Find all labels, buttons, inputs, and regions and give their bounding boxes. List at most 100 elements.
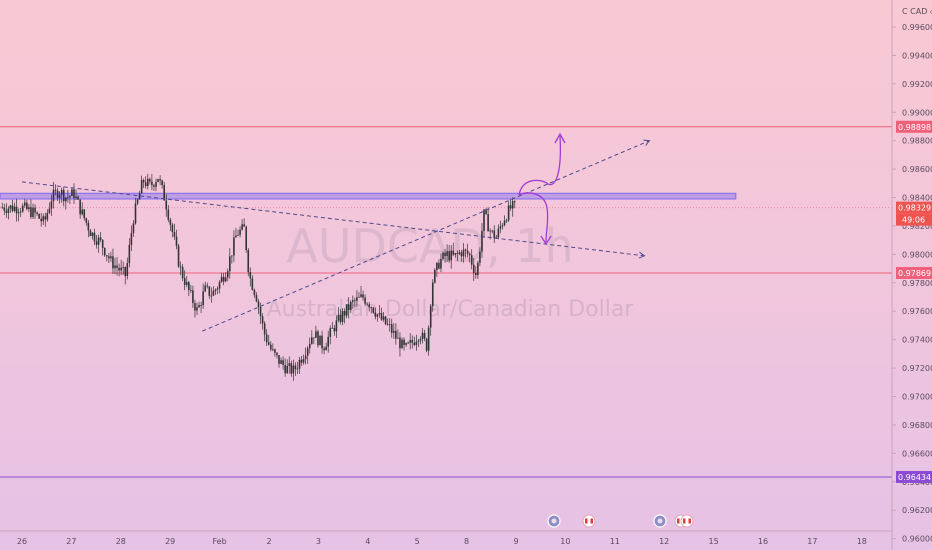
candle-body	[384, 316, 387, 325]
coin-icon[interactable]	[547, 514, 561, 528]
candle-body	[425, 338, 428, 351]
candle-body	[122, 267, 124, 268]
candle-body	[42, 216, 45, 222]
candle-body	[40, 218, 42, 222]
candle-body	[163, 185, 165, 201]
candle-body	[306, 348, 309, 356]
tag-countdown-label: 49:06	[902, 216, 925, 225]
candle-body	[85, 218, 88, 223]
candle-body	[210, 295, 213, 297]
candle-body	[317, 331, 319, 346]
candle-body	[300, 359, 303, 363]
x-tick-label: Feb	[213, 537, 227, 546]
y-tick-label: 0.97800	[902, 279, 932, 288]
candle-body	[198, 304, 200, 308]
candle-body	[247, 250, 250, 272]
candle-body	[360, 294, 362, 297]
candle-body	[38, 213, 40, 219]
trendline-1[interactable]	[202, 140, 650, 332]
candle-body	[108, 256, 110, 259]
candle-body	[403, 339, 405, 345]
candle-body	[157, 179, 159, 182]
candle-body	[483, 209, 485, 231]
candle-body	[132, 223, 135, 234]
x-tick-label: 3	[316, 537, 321, 546]
candle-body	[327, 336, 330, 347]
candle-body	[374, 312, 377, 317]
candle-body	[91, 232, 94, 237]
candle-body	[259, 307, 262, 317]
candle-body	[329, 328, 332, 337]
candle-body	[161, 180, 163, 186]
candle-body	[73, 189, 75, 199]
candle-body	[34, 207, 36, 213]
candle-body	[194, 303, 196, 311]
candle-body	[233, 237, 235, 256]
flag-ca-icon[interactable]	[582, 514, 596, 528]
candle-body	[276, 352, 278, 356]
x-tick-label: 15	[709, 537, 719, 546]
candle-body	[229, 256, 231, 272]
candle-body	[151, 181, 153, 186]
down-projection-arrowhead	[540, 235, 552, 246]
candle-body	[468, 253, 471, 256]
candle-body	[87, 222, 90, 231]
y-tick-label: 0.96000	[902, 535, 932, 544]
candle-body	[190, 290, 192, 291]
candle-body	[5, 210, 8, 213]
resistance-zone[interactable]	[0, 192, 737, 200]
candle-body	[1, 207, 4, 209]
candle-body	[224, 277, 227, 282]
candle-body	[15, 206, 18, 214]
candle-body	[120, 267, 122, 271]
candle-body	[218, 282, 221, 289]
candle-body	[321, 335, 323, 349]
candle-body	[52, 189, 55, 202]
flag-ca-icon[interactable]	[680, 514, 694, 528]
candle-body	[69, 195, 71, 198]
candle-body	[339, 314, 342, 322]
candle-body	[511, 201, 514, 209]
candle-body	[105, 255, 108, 257]
candle-body	[231, 255, 233, 257]
candle-body	[204, 285, 206, 292]
candle-body	[116, 265, 118, 268]
candle-body	[294, 365, 297, 370]
candle-body	[446, 251, 448, 256]
candle-body	[167, 209, 170, 220]
candle-body	[251, 278, 254, 290]
candle-body	[382, 316, 385, 320]
tag-support-label: 0.97869	[898, 269, 931, 278]
flag-center	[587, 518, 591, 524]
candle-body	[206, 285, 209, 287]
up-projection-arrowhead	[554, 132, 566, 144]
candle-body	[356, 297, 358, 301]
candle-body	[50, 201, 53, 209]
candle-body	[64, 197, 67, 202]
candle-body	[183, 278, 186, 285]
candle-body	[458, 252, 461, 254]
candle-body	[413, 342, 416, 345]
y-tick-label: 0.97400	[902, 336, 932, 345]
candle-body	[466, 250, 469, 254]
candle-body	[79, 199, 81, 215]
candle-body	[352, 300, 354, 302]
candle-body	[337, 314, 340, 321]
candle-body	[192, 290, 194, 304]
candle-body	[429, 306, 432, 328]
candle-body	[249, 271, 252, 279]
candle-body	[323, 348, 325, 351]
candle-body	[440, 259, 442, 269]
candle-body	[411, 340, 414, 343]
candle-body	[28, 207, 30, 210]
candle-body	[13, 206, 16, 211]
candle-body	[507, 205, 510, 221]
candle-body	[77, 196, 79, 200]
candle-body	[290, 363, 293, 374]
candle-body	[366, 303, 368, 305]
candle-body	[114, 265, 116, 269]
candle-body	[11, 205, 14, 211]
candle-body	[136, 199, 139, 204]
coin-icon[interactable]	[653, 514, 667, 528]
